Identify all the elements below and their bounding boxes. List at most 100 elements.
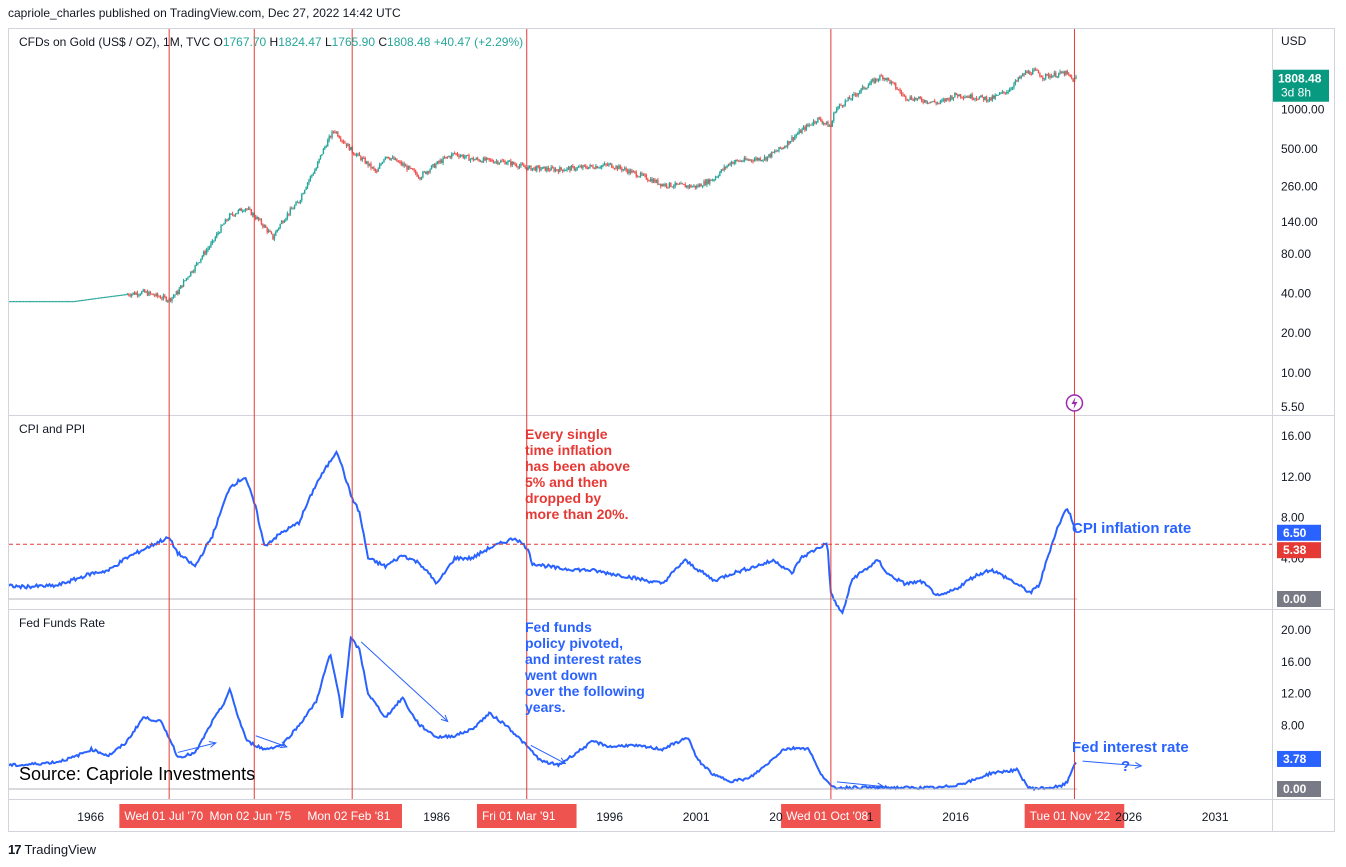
high-label: H <box>270 35 279 49</box>
candle-body <box>562 169 564 172</box>
event-label-bg <box>1024 804 1125 828</box>
candle-body <box>249 208 251 210</box>
candle-body <box>14 301 16 303</box>
footer-brand[interactable]: TradingView <box>24 842 97 857</box>
candle-body <box>1027 71 1030 74</box>
candle-body <box>1006 92 1008 94</box>
candle-body <box>432 164 434 166</box>
candle-body <box>929 101 932 104</box>
candle-body <box>357 153 359 155</box>
candle-body <box>697 185 699 187</box>
candle-body <box>461 155 463 157</box>
price-tick-label: 1000.00 <box>1281 103 1325 117</box>
candle-body <box>387 156 389 159</box>
candle-body <box>958 94 960 97</box>
candle-body <box>521 163 524 165</box>
candle-body <box>804 127 806 130</box>
candle-body <box>657 179 659 185</box>
candle-body <box>602 165 604 167</box>
candle-body <box>312 173 315 175</box>
candle-body <box>647 179 649 181</box>
candle-body <box>132 292 134 295</box>
candle-body <box>991 95 994 101</box>
candle-body <box>191 271 193 273</box>
candle-body <box>324 146 326 149</box>
candle-body <box>352 152 355 155</box>
candle-body <box>949 96 952 101</box>
candle-body <box>378 164 381 169</box>
candle-body <box>272 233 274 240</box>
publish-info: capriole_charles published on TradingVie… <box>8 6 401 20</box>
candle-body <box>407 166 410 170</box>
candle-body <box>169 298 172 301</box>
candle-body <box>377 168 379 172</box>
candle-body <box>1033 69 1035 71</box>
candle-body <box>1019 77 1021 79</box>
candle-body <box>436 161 438 165</box>
candle-body <box>15 301 18 303</box>
candle-body <box>609 163 611 165</box>
candle-body <box>211 240 214 244</box>
candle-body <box>533 167 535 169</box>
candle-body <box>628 169 630 174</box>
question-mark: ? <box>1121 758 1130 775</box>
candle-body <box>181 285 183 287</box>
last-value-label: 6.50 <box>1283 526 1307 540</box>
candle-body <box>56 301 58 303</box>
candle-body <box>133 292 136 295</box>
candle-body <box>28 301 31 303</box>
candle-body <box>1052 75 1054 78</box>
candle-body <box>775 151 777 153</box>
candle-body <box>546 167 548 172</box>
candle-body <box>184 280 186 282</box>
candle-body <box>409 166 411 169</box>
candle-body <box>58 301 61 303</box>
candle-body <box>899 89 901 92</box>
candle-body <box>396 158 398 162</box>
candle-body <box>361 157 364 161</box>
candle-body <box>198 261 201 263</box>
candle-body <box>260 219 263 225</box>
candle-body <box>1030 74 1032 76</box>
candle-body <box>903 94 906 96</box>
candle-body <box>635 172 637 177</box>
chart-svg[interactable]: Wed 01 Jul '70 Mon 02 Jun '75 Mon 02 Feb '… <box>9 29 1334 831</box>
candle-body <box>995 94 998 96</box>
candle-body <box>612 167 614 169</box>
candle-body <box>194 265 196 272</box>
candle-body <box>495 161 498 163</box>
candle-body <box>968 96 970 98</box>
candle-body <box>723 166 725 170</box>
trend-arrow-head <box>208 740 217 748</box>
candle-body <box>265 225 267 228</box>
last-price-countdown: 3d 8h <box>1281 86 1311 100</box>
candle-body <box>668 182 671 187</box>
event-label: Wed 01 Jul '70 <box>124 809 203 823</box>
candle-body <box>701 186 704 188</box>
candle-body <box>306 182 309 188</box>
candle-body <box>873 79 875 83</box>
candle-body <box>850 99 852 101</box>
candle-body <box>468 155 470 161</box>
candle-body <box>619 165 622 169</box>
candle-body <box>667 186 669 188</box>
candle-body <box>1055 72 1057 78</box>
candle-body <box>710 179 712 181</box>
candle-body <box>877 79 880 81</box>
candle-body <box>497 161 499 164</box>
tradingview-logo-icon[interactable]: 17 <box>8 842 22 857</box>
candle-body <box>273 235 276 240</box>
candle-body <box>675 182 678 185</box>
candle-body <box>876 78 878 80</box>
candle-body <box>422 172 424 178</box>
candle-body <box>309 176 312 180</box>
candle-body <box>677 183 679 185</box>
candle-body <box>576 167 578 170</box>
candle-body <box>172 296 175 298</box>
candle-body <box>889 79 891 84</box>
candle-body <box>376 171 378 173</box>
candle-body <box>644 174 646 176</box>
candle-body <box>1014 80 1017 84</box>
candle-body <box>301 194 303 201</box>
candle-body <box>833 113 835 121</box>
